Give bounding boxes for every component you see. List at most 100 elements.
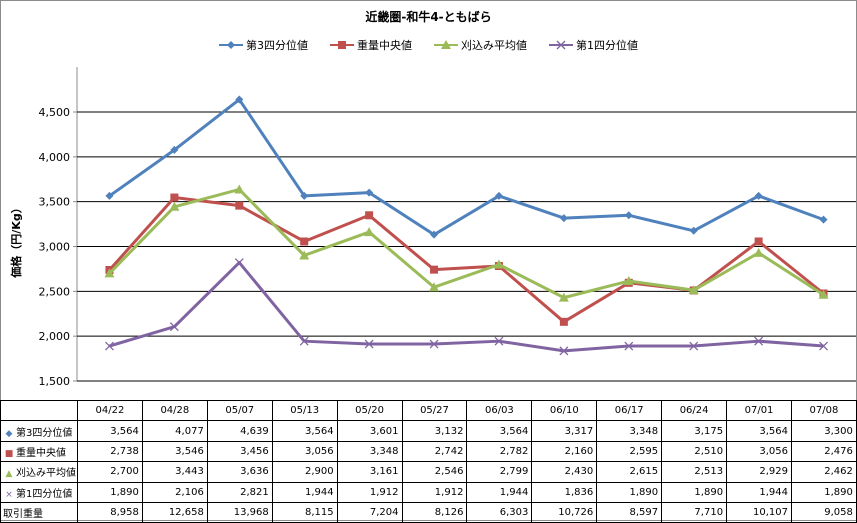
table-cell: 8,958 xyxy=(77,501,143,523)
table-cell: 2,700 xyxy=(77,461,143,483)
data-point xyxy=(429,282,440,292)
data-point xyxy=(169,201,180,211)
legend-swatch xyxy=(549,40,573,50)
table-marker-icon: ■ xyxy=(4,448,14,459)
table-cell: 3,056 xyxy=(726,440,792,463)
x-tick-label: 04/22 xyxy=(77,399,143,422)
table-row-label: × 第1四分位値 xyxy=(0,481,78,503)
table-cell: 3,056 xyxy=(271,440,338,463)
table-row-name: 重量中央値 xyxy=(16,447,66,459)
table-row-label: ■ 重量中央値 xyxy=(0,440,78,463)
y-tick-label: 4,500 xyxy=(39,106,71,119)
y-tick-label: 3,500 xyxy=(39,196,71,209)
table-row: ◆ 第3四分位値 3,564 4,077 4,639 3,564 3,601 3,132 3,5… xyxy=(0,420,857,442)
legend-marker xyxy=(338,41,346,49)
table-cell: 1,912 xyxy=(401,481,468,503)
data-point xyxy=(558,292,569,302)
data-point xyxy=(753,247,764,257)
table-row: × 第1四分位値 1,890 2,106 2,821 1,944 1,912 1,912 1,9… xyxy=(0,481,857,503)
data-point xyxy=(104,268,115,278)
table-cell: 2,513 xyxy=(661,461,728,483)
data-point xyxy=(754,237,763,246)
table-cell: 3,601 xyxy=(336,420,403,442)
data-point xyxy=(559,317,568,326)
data-point xyxy=(689,341,699,351)
data-point xyxy=(624,341,634,351)
data-point xyxy=(559,346,569,356)
plot-area: 1,500 2,000 2,500 3,000 3,500 4,000 4,500 xyxy=(39,67,856,388)
x-tick-label: 06/24 xyxy=(661,399,728,422)
legend-swatch xyxy=(330,41,354,49)
legend-item: 第3四分位値 xyxy=(219,37,308,53)
data-point xyxy=(299,336,309,346)
series-line xyxy=(108,98,825,237)
data-point xyxy=(819,341,829,351)
table-row: 取引重量 8,958 12,658 13,968 8,115 7,204 8,126 6,30… xyxy=(0,501,857,523)
table-cell: 2,782 xyxy=(466,440,533,463)
data-point xyxy=(623,276,634,286)
table-cell: 2,742 xyxy=(401,440,468,463)
table-cell: 3,443 xyxy=(141,461,208,483)
table-cell: 7,204 xyxy=(336,501,403,523)
table-cell: 7,710 xyxy=(661,501,728,523)
table-cell: 3,456 xyxy=(206,440,273,463)
table-cell: 3,300 xyxy=(790,420,857,442)
table-marker-icon: ▲ xyxy=(5,469,13,480)
data-point xyxy=(299,250,310,260)
legend-label: 第1四分位値 xyxy=(576,39,638,52)
x-tick-label: 05/07 xyxy=(206,399,273,422)
table-cell: 12,658 xyxy=(141,501,208,523)
table-cell: 2,510 xyxy=(661,440,728,463)
table-cell: 4,077 xyxy=(141,420,208,442)
table-cell: 1,890 xyxy=(596,481,663,503)
data-point xyxy=(494,191,503,200)
data-point xyxy=(300,237,309,246)
x-tick-label: 05/20 xyxy=(336,399,403,422)
table-marker-icon: × xyxy=(5,489,13,500)
table-cell: 1,836 xyxy=(531,481,598,503)
table-cell: 2,462 xyxy=(790,461,857,483)
data-point xyxy=(818,289,829,299)
legend-swatch xyxy=(219,41,243,49)
data-point xyxy=(430,265,439,274)
table-row-name: 第1四分位値 xyxy=(16,488,73,500)
table-cell: 6,303 xyxy=(466,501,533,523)
table-cell: 2,476 xyxy=(790,440,857,463)
data-point xyxy=(234,258,244,268)
x-tick-label: 04/28 xyxy=(141,399,208,422)
table-cell: 2,738 xyxy=(77,440,143,463)
table-row: ▲ 刈込み平均値 2,700 3,443 3,636 2,900 3,161 2,546 2,7… xyxy=(0,461,857,483)
table-cell: 3,564 xyxy=(726,420,792,442)
data-point xyxy=(365,211,374,220)
data-point xyxy=(689,226,698,235)
data-point xyxy=(234,184,245,194)
y-tick-label: 1,500 xyxy=(39,375,71,388)
data-point xyxy=(688,285,699,295)
table-cell: 3,636 xyxy=(206,461,273,483)
data-point xyxy=(170,193,179,202)
data-point xyxy=(430,230,439,239)
table-cell: 2,160 xyxy=(531,440,598,463)
data-point xyxy=(429,339,439,349)
table-cell: 2,821 xyxy=(206,481,273,503)
table-cell: 3,564 xyxy=(77,420,143,442)
table-cell: 3,161 xyxy=(336,461,403,483)
data-point xyxy=(235,95,244,104)
data-point xyxy=(170,145,179,154)
table-cell: 1,890 xyxy=(77,481,143,503)
data-point xyxy=(754,336,764,346)
x-tick-label: 05/13 xyxy=(271,399,338,422)
table-cell: 2,546 xyxy=(401,461,468,483)
table-cell: 2,929 xyxy=(726,461,792,483)
x-tick-label: 07/08 xyxy=(790,399,857,422)
legend-marker xyxy=(556,40,566,50)
table-cell: 2,615 xyxy=(596,461,663,483)
table-cell: 3,348 xyxy=(336,440,403,463)
table-cell: 2,900 xyxy=(271,461,338,483)
table-cell: 1,944 xyxy=(271,481,338,503)
data-point xyxy=(754,191,763,200)
table-cell: 2,106 xyxy=(141,481,208,503)
data-point xyxy=(494,336,504,346)
data-point xyxy=(819,215,828,224)
table-header-row: 04/22 04/28 05/07 05/13 05/20 05/27 06/03 06/10… xyxy=(0,399,857,422)
